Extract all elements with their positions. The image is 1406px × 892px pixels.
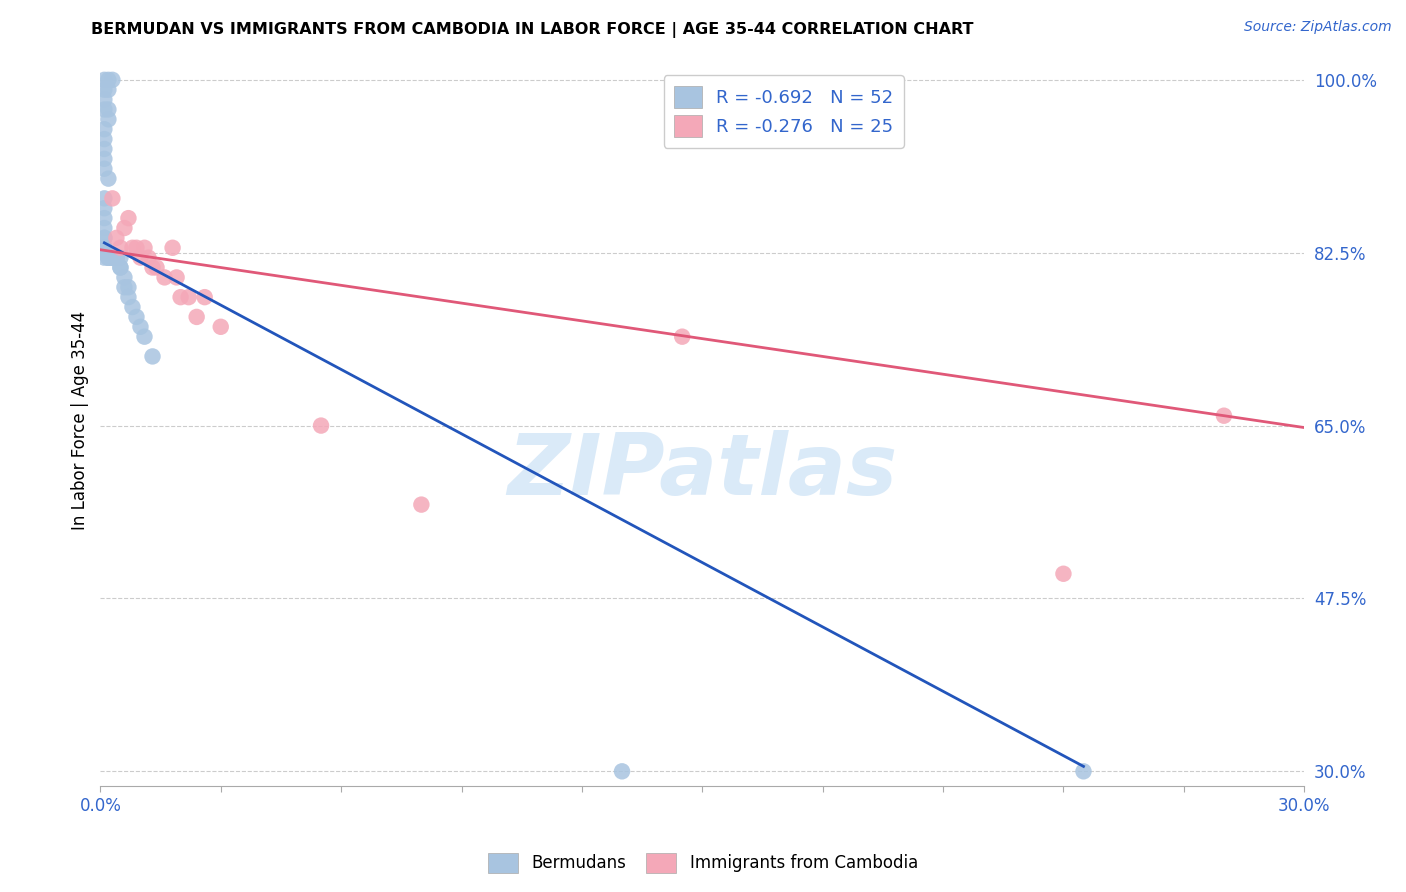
Point	[411, 498, 433, 512]
Point	[112, 221, 135, 235]
Point	[177, 290, 200, 304]
Point	[93, 231, 115, 245]
Point	[138, 251, 160, 265]
Point	[93, 142, 115, 156]
Point	[93, 201, 115, 215]
Point	[101, 191, 124, 205]
Point	[105, 251, 128, 265]
Point	[166, 270, 188, 285]
Point	[101, 251, 124, 265]
Y-axis label: In Labor Force | Age 35-44: In Labor Force | Age 35-44	[72, 311, 89, 530]
Point	[93, 251, 115, 265]
Point	[110, 260, 132, 275]
Point	[97, 83, 120, 97]
Point	[117, 280, 139, 294]
Point	[110, 251, 132, 265]
Point	[93, 211, 115, 226]
Point	[112, 280, 135, 294]
Point	[186, 310, 208, 324]
Point	[93, 241, 115, 255]
Point	[93, 93, 115, 107]
Point	[93, 122, 115, 136]
Point	[93, 73, 115, 87]
Text: ZIPatlas: ZIPatlas	[508, 430, 897, 513]
Point	[121, 300, 143, 314]
Point	[93, 83, 115, 97]
Point	[93, 161, 115, 176]
Point	[93, 132, 115, 146]
Point	[112, 270, 135, 285]
Point	[97, 171, 120, 186]
Legend: R = -0.692   N = 52, R = -0.276   N = 25: R = -0.692 N = 52, R = -0.276 N = 25	[664, 75, 904, 148]
Point	[93, 231, 115, 245]
Point	[121, 241, 143, 255]
Point	[97, 251, 120, 265]
Point	[1052, 566, 1074, 581]
Point	[93, 191, 115, 205]
Point	[671, 329, 693, 343]
Point	[134, 241, 156, 255]
Point	[93, 241, 115, 255]
Point	[97, 251, 120, 265]
Point	[610, 764, 633, 779]
Text: BERMUDAN VS IMMIGRANTS FROM CAMBODIA IN LABOR FORCE | AGE 35-44 CORRELATION CHAR: BERMUDAN VS IMMIGRANTS FROM CAMBODIA IN …	[91, 22, 974, 38]
Point	[97, 251, 120, 265]
Point	[141, 350, 163, 364]
Point	[134, 329, 156, 343]
Point	[101, 73, 124, 87]
Point	[141, 260, 163, 275]
Point	[93, 152, 115, 166]
Point	[117, 211, 139, 226]
Point	[145, 260, 167, 275]
Point	[101, 251, 124, 265]
Point	[93, 221, 115, 235]
Point	[105, 231, 128, 245]
Point	[110, 241, 132, 255]
Point	[97, 73, 120, 87]
Point	[93, 103, 115, 117]
Point	[1213, 409, 1236, 423]
Point	[125, 310, 148, 324]
Point	[105, 251, 128, 265]
Point	[101, 251, 124, 265]
Point	[209, 319, 232, 334]
Point	[101, 251, 124, 265]
Point	[101, 251, 124, 265]
Legend: Bermudans, Immigrants from Cambodia: Bermudans, Immigrants from Cambodia	[481, 847, 925, 880]
Point	[153, 270, 176, 285]
Point	[117, 290, 139, 304]
Point	[97, 103, 120, 117]
Point	[93, 241, 115, 255]
Point	[169, 290, 191, 304]
Point	[1073, 764, 1095, 779]
Point	[97, 112, 120, 127]
Point	[105, 251, 128, 265]
Point	[309, 418, 332, 433]
Point	[105, 251, 128, 265]
Point	[93, 241, 115, 255]
Point	[125, 241, 148, 255]
Point	[129, 251, 152, 265]
Text: Source: ZipAtlas.com: Source: ZipAtlas.com	[1244, 20, 1392, 34]
Point	[194, 290, 217, 304]
Point	[110, 260, 132, 275]
Point	[129, 319, 152, 334]
Point	[162, 241, 184, 255]
